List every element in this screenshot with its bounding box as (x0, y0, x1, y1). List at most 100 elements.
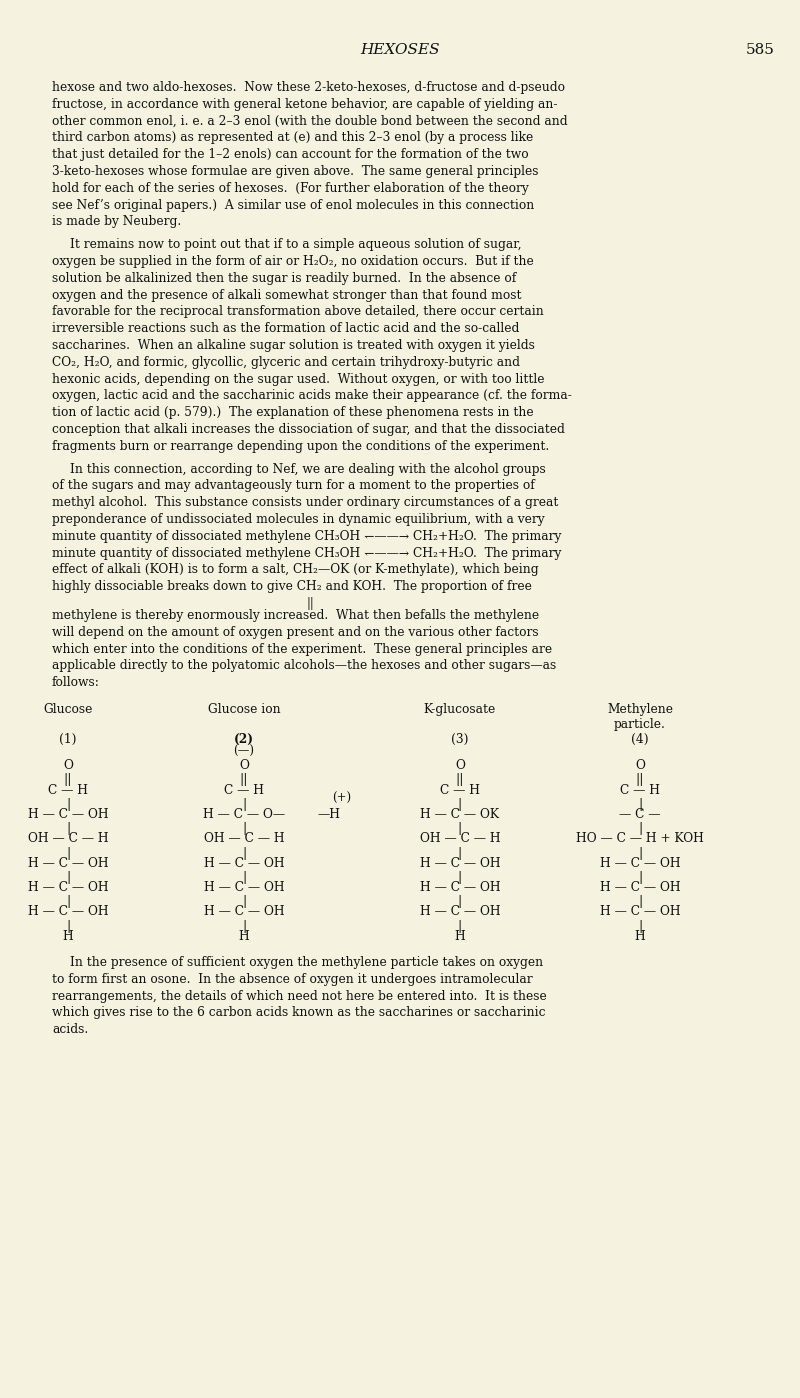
Text: |: | (458, 871, 462, 884)
Text: H — C — OH: H — C — OH (420, 881, 500, 893)
Text: 3-keto-hexoses whose formulae are given above.  The same general principles: 3-keto-hexoses whose formulae are given … (52, 165, 538, 178)
Text: — C —: — C — (619, 808, 661, 821)
Text: |: | (638, 920, 642, 932)
Text: OH — C — H: OH — C — H (28, 832, 108, 846)
Text: |: | (242, 822, 246, 835)
Text: (—): (—) (234, 745, 254, 759)
Text: |: | (638, 871, 642, 884)
Text: fragments burn or rearrange depending upon the conditions of the experiment.: fragments burn or rearrange depending up… (52, 440, 550, 453)
Text: K-glucosate: K-glucosate (424, 703, 496, 716)
Text: methyl alcohol.  This substance consists under ordinary circumstances of a great: methyl alcohol. This substance consists … (52, 496, 558, 509)
Text: |: | (458, 798, 462, 811)
Text: applicable directly to the polyatomic alcohols—the hexoses and other sugars—as: applicable directly to the polyatomic al… (52, 660, 556, 672)
Text: rearrangements, the details of which need not here be entered into.  It is these: rearrangements, the details of which nee… (52, 990, 546, 1002)
Text: 585: 585 (746, 43, 775, 57)
Text: O: O (635, 759, 645, 772)
Text: H: H (454, 930, 466, 942)
Text: fructose, in accordance with general ketone behavior, are capable of yielding an: fructose, in accordance with general ket… (52, 98, 558, 110)
Text: that just detailed for the 1–2 enols) can account for the formation of the two: that just detailed for the 1–2 enols) ca… (52, 148, 529, 161)
Text: H: H (634, 930, 646, 942)
Text: C — H: C — H (48, 783, 88, 797)
Text: |: | (66, 895, 70, 909)
Text: oxygen, lactic acid and the saccharinic acids make their appearance (cf. the for: oxygen, lactic acid and the saccharinic … (52, 390, 572, 403)
Text: (2): (2) (234, 734, 254, 747)
Text: |: | (458, 895, 462, 909)
Text: ||: || (456, 773, 464, 787)
Text: |: | (638, 798, 642, 811)
Text: H — C — OH: H — C — OH (28, 881, 108, 893)
Text: conception that alkali increases the dissociation of sugar, and that the dissoci: conception that alkali increases the dis… (52, 424, 565, 436)
Text: |: | (242, 847, 246, 860)
Text: H — C — OH: H — C — OH (600, 906, 680, 918)
Text: hold for each of the series of hexoses.  (For further elaboration of the theory: hold for each of the series of hexoses. … (52, 182, 529, 194)
Text: see Nef’s original papers.)  A similar use of enol molecules in this connection: see Nef’s original papers.) A similar us… (52, 199, 534, 211)
Text: |: | (242, 871, 246, 884)
Text: HEXOSES: HEXOSES (360, 43, 440, 57)
Text: H — C — OH: H — C — OH (204, 857, 284, 870)
Text: It remains now to point out that if to a simple aqueous solution of sugar,: It remains now to point out that if to a… (70, 238, 522, 252)
Text: (+): (+) (333, 793, 351, 805)
Text: |: | (638, 822, 642, 835)
Text: |: | (66, 822, 70, 835)
Text: HO — C — H + KOH: HO — C — H + KOH (576, 832, 704, 846)
Text: In this connection, according to Nef, we are dealing with the alcohol groups: In this connection, according to Nef, we… (70, 463, 546, 475)
Text: |: | (458, 920, 462, 932)
Text: saccharines.  When an alkaline sugar solution is treated with oxygen it yields: saccharines. When an alkaline sugar solu… (52, 338, 535, 352)
Text: hexose and two aldo-hexoses.  Now these 2-keto-hexoses, d-fructose and d-pseudo: hexose and two aldo-hexoses. Now these 2… (52, 81, 565, 94)
Text: Methylene: Methylene (607, 703, 673, 716)
Text: H: H (238, 930, 250, 942)
Text: H — C — OH: H — C — OH (204, 881, 284, 893)
Text: H — C — OH: H — C — OH (28, 808, 108, 821)
Text: O: O (455, 759, 465, 772)
Text: O: O (239, 759, 249, 772)
Text: solution be alkalinized then the sugar is readily burned.  In the absence of: solution be alkalinized then the sugar i… (52, 271, 516, 285)
Text: methylene is thereby enormously increased.  What then befalls the methylene: methylene is thereby enormously increase… (52, 610, 539, 622)
Text: |: | (638, 847, 642, 860)
Text: H — C — OH: H — C — OH (28, 906, 108, 918)
Text: —H: —H (318, 808, 341, 821)
Text: H: H (62, 930, 74, 942)
Text: ||: || (64, 773, 72, 787)
Text: particle.: particle. (614, 719, 666, 731)
Text: H — C — OK: H — C — OK (421, 808, 499, 821)
Text: which enter into the conditions of the experiment.  These general principles are: which enter into the conditions of the e… (52, 643, 552, 656)
Text: H — C — OH: H — C — OH (420, 906, 500, 918)
Text: hexonic acids, depending on the sugar used.  Without oxygen, or with too little: hexonic acids, depending on the sugar us… (52, 373, 545, 386)
Text: H — C — OH: H — C — OH (600, 857, 680, 870)
Text: C — H: C — H (440, 783, 480, 797)
Text: H — C — OH: H — C — OH (420, 857, 500, 870)
Text: |: | (66, 798, 70, 811)
Text: oxygen and the presence of alkali somewhat stronger than that found most: oxygen and the presence of alkali somewh… (52, 288, 522, 302)
Text: tion of lactic acid (p. 579).)  The explanation of these phenomena rests in the: tion of lactic acid (p. 579).) The expla… (52, 407, 534, 419)
Text: Glucose: Glucose (43, 703, 93, 716)
Text: |: | (66, 871, 70, 884)
Text: |: | (458, 822, 462, 835)
Text: CO₂, H₂O, and formic, glycollic, glyceric and certain trihydroxy-butyric and: CO₂, H₂O, and formic, glycollic, glyceri… (52, 356, 520, 369)
Text: of the sugars and may advantageously turn for a moment to the properties of: of the sugars and may advantageously tur… (52, 480, 534, 492)
Text: |: | (66, 847, 70, 860)
Text: (1): (1) (59, 734, 77, 747)
Text: In the presence of sufficient oxygen the methylene particle takes on oxygen: In the presence of sufficient oxygen the… (70, 956, 543, 969)
Text: O: O (63, 759, 73, 772)
Text: H — C — OH: H — C — OH (600, 881, 680, 893)
Text: will depend on the amount of oxygen present and on the various other factors: will depend on the amount of oxygen pres… (52, 626, 538, 639)
Text: is made by Neuberg.: is made by Neuberg. (52, 215, 182, 228)
Text: minute quantity of dissociated methylene CH₃OH ↽——→ CH₂+H₂O.  The primary: minute quantity of dissociated methylene… (52, 547, 562, 559)
Text: |: | (242, 798, 246, 811)
Text: H — C — O—: H — C — O— (203, 808, 285, 821)
Text: which gives rise to the 6 carbon acids known as the saccharines or saccharinic: which gives rise to the 6 carbon acids k… (52, 1007, 546, 1019)
Text: irreversible reactions such as the formation of lactic acid and the so-called: irreversible reactions such as the forma… (52, 322, 519, 336)
Text: effect of alkali (KOH) is to form a salt, CH₂—OK (or K-methylate), which being: effect of alkali (KOH) is to form a salt… (52, 563, 538, 576)
Text: C — H: C — H (224, 783, 264, 797)
Text: |: | (66, 920, 70, 932)
Text: preponderance of undissociated molecules in dynamic equilibrium, with a very: preponderance of undissociated molecules… (52, 513, 545, 526)
Text: ||: || (306, 597, 314, 610)
Text: to form first an osone.  In the absence of oxygen it undergoes intramolecular: to form first an osone. In the absence o… (52, 973, 533, 986)
Text: favorable for the reciprocal transformation above detailed, there occur certain: favorable for the reciprocal transformat… (52, 305, 544, 319)
Text: C — H: C — H (620, 783, 660, 797)
Text: third carbon atoms) as represented at (e) and this 2–3 enol (by a process like: third carbon atoms) as represented at (e… (52, 131, 534, 144)
Text: ||: || (240, 773, 248, 787)
Text: Glucose ion: Glucose ion (208, 703, 280, 716)
Text: follows:: follows: (52, 677, 100, 689)
Text: |: | (638, 895, 642, 909)
